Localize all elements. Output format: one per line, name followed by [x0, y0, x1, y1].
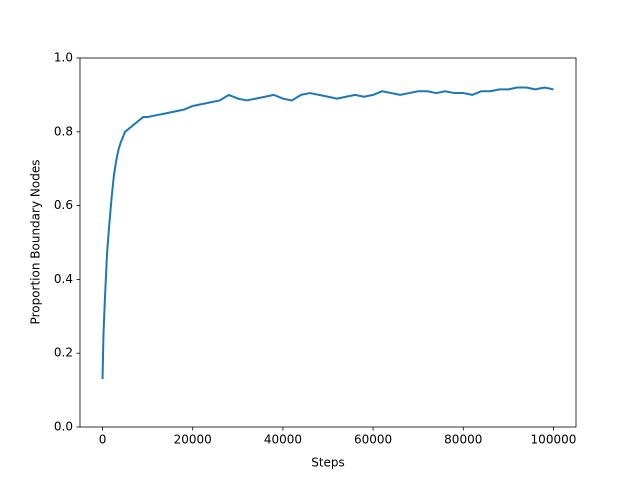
- y-tick-label: 0.4: [54, 272, 73, 286]
- y-axis-label: Proportion Boundary Nodes: [29, 160, 43, 325]
- x-tick-label: 40000: [264, 433, 302, 447]
- x-tick-label: 60000: [354, 433, 392, 447]
- y-tick-label: 0.0: [54, 420, 73, 434]
- y-tick-label: 0.6: [54, 198, 73, 212]
- x-tick-label: 80000: [444, 433, 482, 447]
- x-tick-label: 0: [99, 433, 107, 447]
- y-tick-label: 1.0: [54, 51, 73, 65]
- x-tick-label: 20000: [174, 433, 212, 447]
- plot-frame: [79, 57, 577, 428]
- x-axis-label: Steps: [311, 456, 345, 470]
- y-tick-label: 0.8: [54, 124, 73, 138]
- y-tick-label: 0.2: [54, 346, 73, 360]
- data-line: [101, 86, 554, 380]
- x-tick-label: 100000: [531, 433, 577, 447]
